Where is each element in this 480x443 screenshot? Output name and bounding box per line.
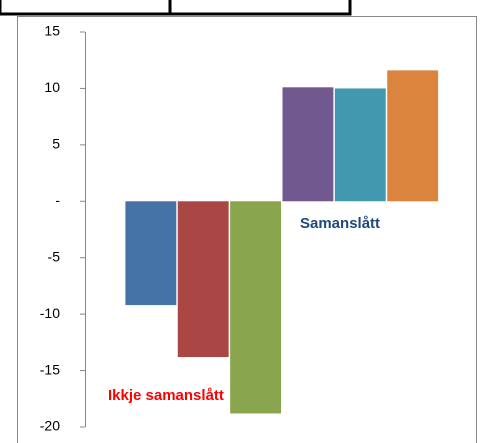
bar: [387, 70, 439, 202]
bar: [177, 201, 229, 358]
annotation: Ikkje samanslått: [108, 387, 224, 404]
bar: [282, 87, 334, 202]
bar: [334, 88, 386, 202]
y-tick-label: -15: [40, 361, 60, 377]
y-tick-label: -: [55, 192, 60, 208]
y-tick-label: -10: [40, 305, 60, 321]
bar: [125, 201, 177, 306]
y-tick-label: -5: [48, 248, 61, 264]
y-tick-label: 5: [52, 136, 60, 152]
annotation: Samanslått: [300, 215, 380, 232]
top-box: [0, 0, 352, 16]
y-tick-label: 15: [44, 23, 60, 39]
y-tick-label: -20: [40, 418, 60, 434]
bar: [230, 201, 281, 414]
y-tick-label: 10: [44, 79, 60, 95]
